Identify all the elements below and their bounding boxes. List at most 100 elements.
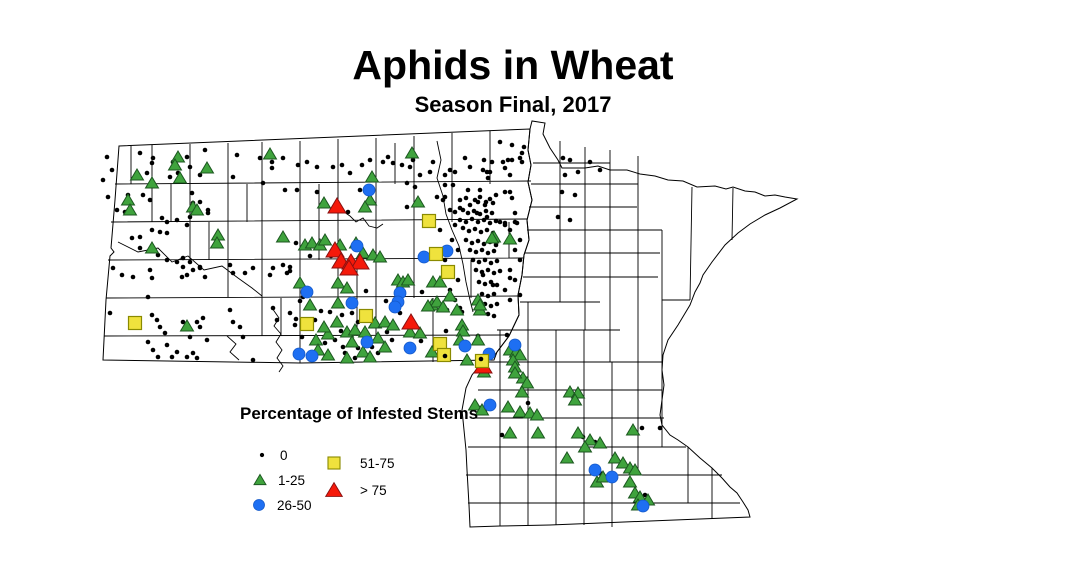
map-point-dot [184, 154, 190, 160]
map-point-triangle-green [410, 195, 426, 208]
map-point-triangle-green [364, 170, 380, 183]
map-point-dot [463, 195, 469, 201]
map-point-dot [149, 275, 155, 281]
map-point-dot [491, 248, 497, 254]
map-point-dot [184, 222, 190, 228]
map-point-dot [280, 262, 286, 268]
map-point-dot [250, 357, 256, 363]
map-point-dot [507, 267, 513, 273]
map-point-dot [452, 209, 458, 215]
legend-item-1-25: 1-25 [248, 469, 305, 491]
map-point-dot [205, 210, 211, 216]
map-point-circle-blue [636, 499, 650, 513]
legend-item-0: 0 [250, 444, 288, 466]
map-point-dot [447, 167, 453, 173]
map-point-dot [270, 265, 276, 271]
map-point-dot [512, 277, 518, 283]
map-point-triangle-green [275, 230, 291, 243]
map-point-dot [472, 226, 478, 232]
map-point-triangle-green [402, 325, 418, 338]
map-point-dot [314, 189, 320, 195]
map-point-triangle-green [316, 196, 332, 209]
map-point-dot [180, 255, 186, 261]
map-point-triangle-green [512, 405, 528, 418]
map-point-circle-blue [292, 347, 306, 361]
map-point-dot [488, 303, 494, 309]
map-point-dot [104, 154, 110, 160]
map-point-dot [339, 162, 345, 168]
figure-subtitle: Season Final, 2017 [414, 92, 612, 117]
map-point-dot [447, 207, 453, 213]
map-point-dot [147, 197, 153, 203]
map-point-dot [304, 159, 310, 165]
map-point-dot [154, 317, 160, 323]
map-point-dot [493, 192, 499, 198]
map-point-dot [380, 159, 386, 165]
map-point-dot [507, 189, 513, 195]
map-point-triangle-green [627, 463, 643, 476]
map-point-dot [190, 350, 196, 356]
map-point-triangle-green [459, 353, 475, 366]
map-point-dot [194, 319, 200, 325]
map-point-triangle-green [172, 171, 188, 184]
map-point-dot [450, 182, 456, 188]
map-point-dot [491, 270, 497, 276]
map-point-square-yellow [421, 213, 437, 229]
map-point-dot [457, 197, 463, 203]
map-point-triangle-green [455, 324, 471, 337]
map-point-dot [490, 282, 496, 288]
map-point-dot [367, 157, 373, 163]
map-point-dot [204, 337, 210, 343]
map-point-triangle-green [592, 436, 608, 449]
map-point-dot [465, 187, 471, 193]
map-point-triangle-green [577, 440, 593, 453]
map-point-dot [412, 184, 418, 190]
map-point-dot [257, 155, 263, 161]
legend-item-51-75: 51-75 [322, 452, 395, 474]
map-point-dot [155, 252, 161, 258]
map-point-dot [110, 265, 116, 271]
map-point-triangle-green [129, 168, 145, 181]
map-point-dot [149, 312, 155, 318]
map-point-dot [481, 217, 487, 223]
map-point-dot [197, 199, 203, 205]
map-point-dot [109, 167, 115, 173]
map-point-triangle-green [470, 333, 486, 346]
map-point-triangle-green [167, 158, 183, 171]
map-point-dot [385, 154, 391, 160]
map-point-triangle-green [179, 319, 195, 332]
map-point-dot [476, 259, 482, 265]
map-point-triangle-red [327, 197, 347, 214]
map-point-dot [502, 222, 508, 228]
map-point-dot [485, 250, 491, 256]
map-point-dot [480, 167, 486, 173]
map-point-dot [327, 309, 333, 315]
legend-item-26-50: 26-50 [247, 494, 312, 516]
map-point-dot [119, 272, 125, 278]
map-point-dot [164, 230, 170, 236]
map-point-dot [507, 172, 513, 178]
map-point-triangle-green [122, 203, 138, 216]
legend-dot-icon [259, 452, 265, 458]
map-point-dot [390, 160, 396, 166]
map-point-circle-blue [300, 285, 314, 299]
map-point-dot [174, 217, 180, 223]
map-point-triangle-green [514, 385, 530, 398]
map-point-dot [485, 175, 491, 181]
map-point-dot [322, 340, 328, 346]
map-point-triangle-green [253, 473, 267, 486]
map-point-dot [150, 155, 156, 161]
map-point-circle-blue [388, 300, 402, 314]
map-point-dot [483, 208, 489, 214]
map-point-dot [187, 334, 193, 340]
map-point-triangle-green [362, 350, 378, 363]
map-point-dot [164, 257, 170, 263]
map-point-dot [442, 257, 448, 263]
map-point-circle-blue [350, 239, 364, 253]
map-point-triangle-green [120, 193, 136, 206]
map-point-circle-blue [417, 250, 431, 264]
map-point-dot [180, 264, 186, 270]
map-point-dot [502, 165, 508, 171]
map-point-triangle-green [474, 403, 490, 416]
map-point-triangle-red [325, 241, 345, 258]
